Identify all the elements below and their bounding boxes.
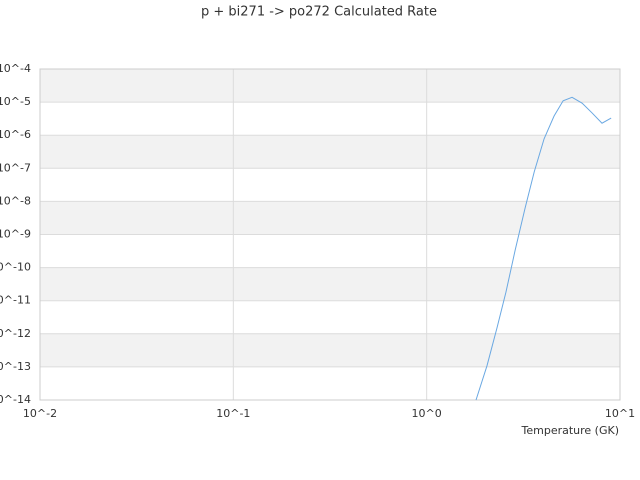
y-tick-label: 10^-9 [0,228,31,241]
grid-band [40,267,620,301]
y-tick-label: 10^-7 [0,161,31,174]
grid-band [40,366,620,400]
y-tick-label: 10^-14 [0,393,31,406]
grid-band [40,135,620,169]
grid-band [40,333,620,367]
data-line [475,96,612,401]
grid-band [40,234,620,268]
y-tick-label: 10^-12 [0,327,31,340]
x-axis-label: Temperature (GK) [521,424,620,437]
y-tick-label: 10^-10 [0,261,31,274]
grid-band [40,300,620,334]
y-tick-label: 10^-6 [0,128,31,141]
plot-background [40,69,620,400]
x-tick-label: 10^1 [605,407,635,420]
grid-band [40,102,620,136]
y-tick-label: 10^-13 [0,360,31,373]
grid-band [40,201,620,235]
plot-frame [39,68,621,401]
grid-band [40,69,620,103]
x-tick-label: 10^-2 [23,407,57,420]
chart-title: p + bi271 -> po272 Calculated Rate [201,5,437,20]
grid-band [40,168,620,202]
y-tick-label: 10^-5 [0,95,31,108]
x-tick-label: 10^-1 [216,407,250,420]
y-tick-label: 10^-4 [0,62,31,75]
y-tick-label: 10^-11 [0,294,31,307]
y-tick-label: 10^-8 [0,194,31,207]
x-tick-label: 10^0 [412,407,442,420]
